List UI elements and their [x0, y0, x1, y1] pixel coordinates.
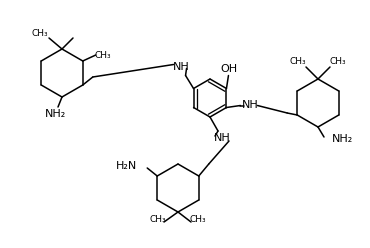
Text: CH₃: CH₃ [94, 51, 111, 60]
Text: CH₃: CH₃ [290, 58, 306, 66]
Text: H₂N: H₂N [116, 161, 137, 171]
Text: OH: OH [220, 64, 237, 74]
Text: NH: NH [173, 62, 190, 71]
Text: CH₃: CH₃ [150, 215, 166, 223]
Text: NH: NH [213, 133, 231, 143]
Text: NH₂: NH₂ [46, 109, 67, 119]
Text: NH₂: NH₂ [332, 134, 353, 144]
Text: CH₃: CH₃ [330, 58, 346, 66]
Text: CH₃: CH₃ [32, 29, 48, 37]
Text: CH₃: CH₃ [190, 215, 206, 223]
Text: NH: NH [242, 100, 259, 111]
